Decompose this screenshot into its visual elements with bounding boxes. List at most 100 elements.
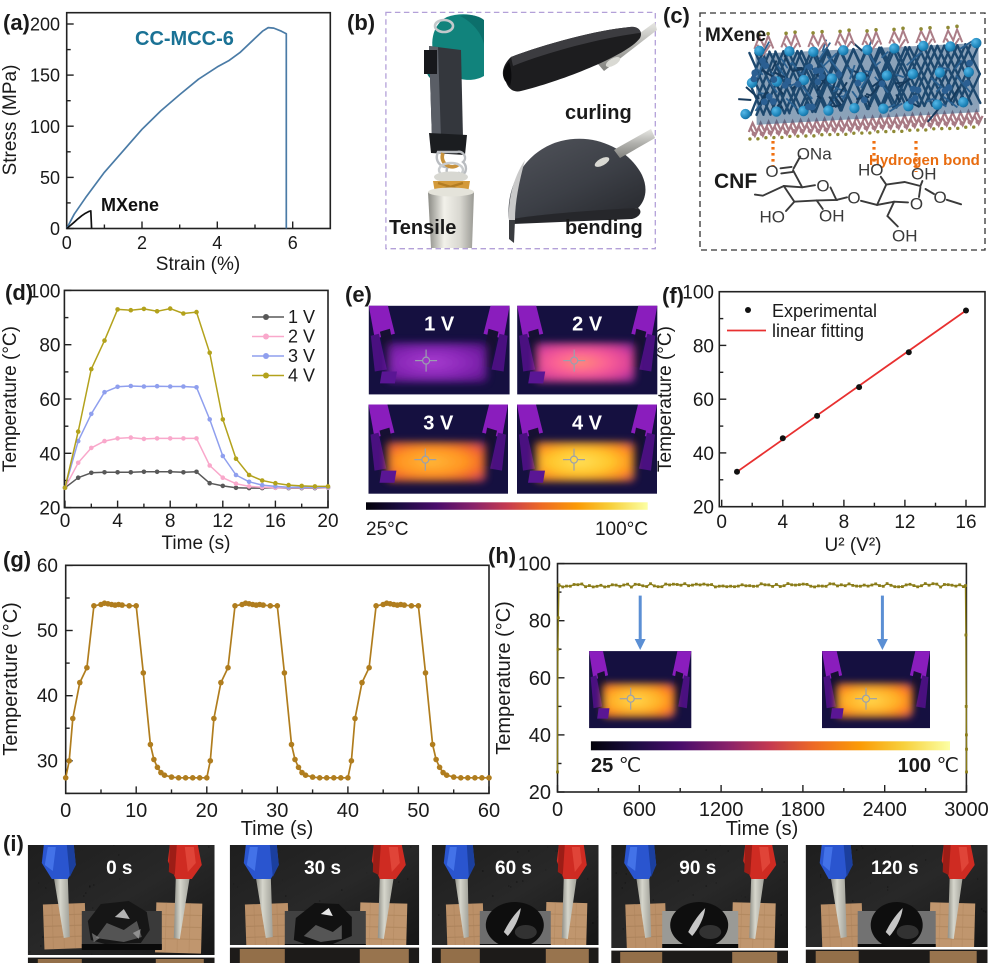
svg-text:OH: OH (892, 227, 918, 246)
svg-text:O: O (910, 195, 923, 214)
svg-text:100: 100 (30, 117, 60, 137)
svg-text:6: 6 (288, 233, 298, 253)
svg-text:3 V: 3 V (288, 346, 315, 366)
svg-text:Temperature (°C): Temperature (°C) (0, 602, 22, 756)
svg-text:OH: OH (819, 207, 845, 226)
svg-text:1800: 1800 (781, 799, 826, 821)
svg-text:Time (s): Time (s) (162, 533, 231, 554)
svg-text:120 s: 120 s (871, 858, 919, 879)
svg-text:50: 50 (40, 168, 60, 188)
svg-text:100: 100 (518, 554, 551, 576)
svg-text:Strain (%): Strain (%) (156, 254, 240, 275)
svg-text:25 ℃: 25 ℃ (591, 755, 641, 777)
svg-text:2 V: 2 V (572, 314, 603, 336)
svg-text:50: 50 (37, 621, 58, 642)
svg-text:linear fitting: linear fitting (772, 321, 864, 341)
svg-text:4 V: 4 V (288, 366, 315, 386)
svg-text:2: 2 (137, 233, 147, 253)
svg-text:0: 0 (50, 219, 60, 239)
svg-text:60: 60 (529, 668, 551, 690)
svg-text:OH: OH (911, 165, 937, 184)
svg-text:80: 80 (529, 611, 551, 633)
svg-text:Tensile: Tensile (389, 217, 456, 239)
svg-text:60 s: 60 s (495, 858, 532, 879)
svg-text:1200: 1200 (699, 799, 744, 821)
svg-text:60: 60 (693, 390, 714, 411)
svg-text:80: 80 (39, 336, 60, 357)
svg-text:10: 10 (125, 800, 147, 822)
svg-text:Experimental: Experimental (772, 301, 877, 321)
svg-text:MXene: MXene (101, 195, 159, 215)
svg-text:600: 600 (623, 799, 656, 821)
svg-text:1 V: 1 V (424, 314, 455, 336)
svg-text:0: 0 (716, 512, 727, 533)
svg-text:0: 0 (60, 800, 71, 822)
svg-text:60: 60 (478, 800, 500, 822)
svg-text:0: 0 (62, 233, 72, 253)
svg-text:3000: 3000 (944, 799, 989, 821)
svg-text:12: 12 (894, 512, 915, 533)
svg-text:Temperature (°C): Temperature (°C) (493, 601, 515, 755)
svg-text:4: 4 (212, 233, 222, 253)
svg-text:50: 50 (407, 800, 429, 822)
svg-text:Temperature (°C): Temperature (°C) (0, 326, 21, 472)
svg-text:30: 30 (266, 800, 288, 822)
svg-text:(d): (d) (5, 280, 33, 305)
svg-text:4 V: 4 V (572, 413, 603, 435)
svg-text:40: 40 (693, 444, 714, 465)
svg-text:60: 60 (37, 556, 58, 577)
svg-text:4: 4 (778, 512, 789, 533)
svg-text:O: O (847, 189, 860, 208)
svg-text:20: 20 (529, 782, 551, 804)
svg-text:O: O (933, 188, 946, 207)
svg-text:20: 20 (39, 499, 60, 520)
svg-text:O: O (816, 176, 829, 195)
svg-text:2 V: 2 V (288, 327, 315, 347)
svg-text:bending: bending (565, 217, 643, 239)
svg-text:(f): (f) (662, 283, 684, 308)
svg-text:40: 40 (337, 800, 359, 822)
svg-text:Time (s): Time (s) (241, 818, 314, 840)
svg-text:(h): (h) (488, 543, 516, 568)
svg-text:0: 0 (552, 799, 563, 821)
svg-text:150: 150 (30, 66, 60, 86)
svg-text:MXene: MXene (705, 25, 766, 46)
svg-text:CC-MCC-6: CC-MCC-6 (135, 28, 234, 50)
svg-text:30: 30 (37, 751, 58, 772)
svg-text:8: 8 (839, 512, 850, 533)
svg-text:40: 40 (39, 444, 60, 465)
svg-text:curling: curling (565, 102, 632, 124)
svg-text:60: 60 (39, 390, 60, 411)
svg-text:90 s: 90 s (679, 858, 716, 879)
svg-text:100°C: 100°C (595, 519, 648, 540)
svg-text:HO: HO (760, 208, 786, 227)
svg-text:(b): (b) (347, 10, 375, 35)
svg-text:Hydrogen bond: Hydrogen bond (869, 152, 980, 169)
svg-text:(c): (c) (663, 3, 690, 28)
svg-text:30 s: 30 s (304, 858, 341, 879)
svg-text:1 V: 1 V (288, 307, 315, 327)
svg-text:(a): (a) (3, 10, 30, 35)
svg-text:12: 12 (212, 511, 233, 532)
svg-text:20: 20 (317, 511, 338, 532)
svg-text:Stress (MPa): Stress (MPa) (0, 65, 21, 176)
svg-text:4: 4 (112, 511, 123, 532)
svg-text:100: 100 (29, 281, 61, 302)
svg-text:O: O (765, 162, 778, 181)
svg-text:(g): (g) (3, 547, 31, 572)
svg-text:(i): (i) (3, 831, 24, 856)
svg-text:U² (V²): U² (V²) (825, 535, 882, 556)
svg-text:25°C: 25°C (366, 519, 408, 540)
svg-text:3 V: 3 V (423, 413, 454, 435)
svg-text:40: 40 (37, 686, 58, 707)
svg-text:40: 40 (529, 725, 551, 747)
svg-text:CNF: CNF (714, 170, 757, 193)
svg-text:Temperature (°C): Temperature (°C) (655, 326, 676, 472)
svg-text:8: 8 (165, 511, 176, 532)
svg-text:HO: HO (858, 161, 884, 180)
svg-text:(e): (e) (345, 282, 372, 307)
svg-text:16: 16 (955, 512, 976, 533)
svg-text:0: 0 (60, 511, 71, 532)
svg-text:0 s: 0 s (106, 858, 132, 879)
svg-text:Time (s): Time (s) (726, 818, 799, 840)
